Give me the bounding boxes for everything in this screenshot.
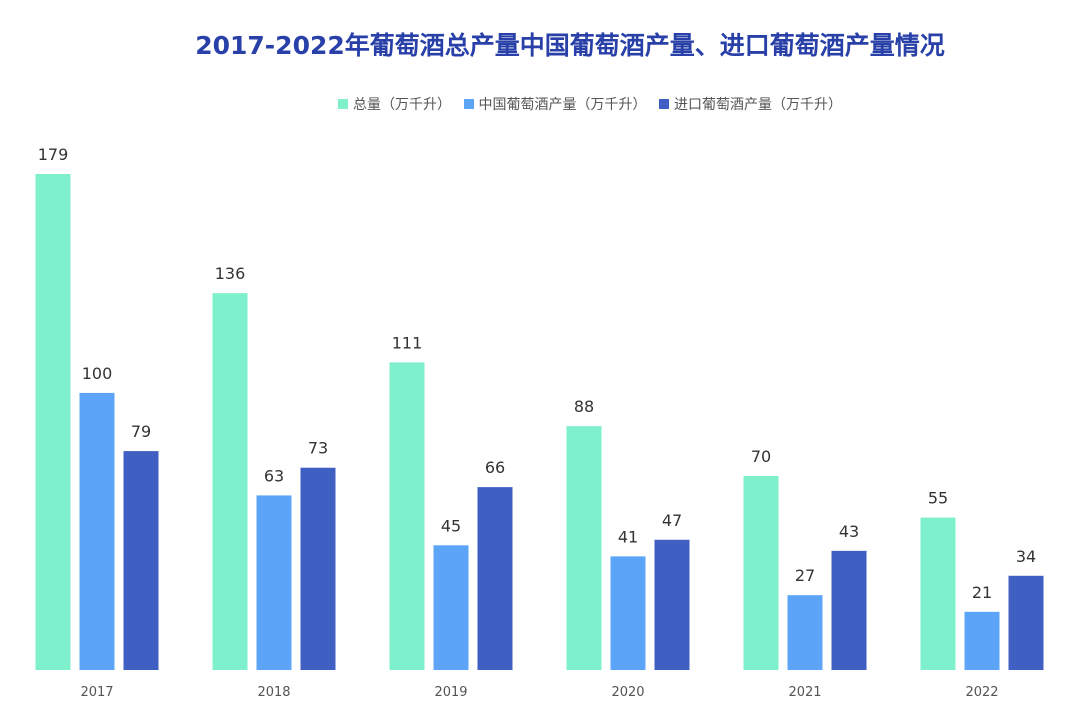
bar: [477, 487, 513, 670]
legend-label: 进口葡萄酒产量（万千升）: [673, 97, 842, 113]
data-label: 111: [392, 333, 423, 352]
bar: [654, 539, 690, 670]
data-label: 73: [308, 439, 328, 458]
x-tick-label: 2021: [788, 685, 821, 700]
data-label: 21: [972, 583, 992, 602]
bar: [831, 550, 867, 670]
bar: [212, 293, 248, 670]
bar: [787, 595, 823, 670]
legend-item-total: 总量（万千升）: [338, 94, 451, 114]
data-label: 79: [131, 422, 151, 441]
legend-label: 总量（万千升）: [353, 97, 452, 113]
data-label: 63: [264, 466, 284, 485]
data-label: 88: [574, 397, 594, 416]
legend: 总量（万千升） 中国葡萄酒产量（万千升） 进口葡萄酒产量（万千升）: [0, 94, 1080, 114]
x-tick-label: 2019: [434, 685, 467, 700]
bar: [610, 556, 646, 670]
bar: [389, 362, 425, 670]
data-label: 179: [38, 145, 69, 164]
data-label: 45: [441, 516, 461, 535]
legend-swatch: [658, 99, 669, 109]
x-tick-label: 2018: [257, 685, 290, 700]
data-label: 27: [795, 566, 815, 585]
bar: [566, 426, 602, 670]
bar: [743, 476, 779, 670]
legend-swatch: [338, 99, 349, 109]
bar: [1008, 575, 1044, 670]
x-tick-label: 2020: [611, 685, 644, 700]
data-label: 66: [485, 458, 505, 477]
bar: [433, 545, 469, 670]
legend-swatch: [463, 99, 474, 109]
legend-item-china: 中国葡萄酒产量（万千升）: [463, 94, 647, 114]
bar: [964, 611, 1000, 670]
bar: [79, 392, 115, 670]
legend-label: 中国葡萄酒产量（万千升）: [478, 97, 647, 113]
bar: [920, 517, 956, 670]
bar: [35, 174, 71, 670]
data-label: 47: [662, 511, 682, 530]
x-tick-label: 2022: [965, 685, 998, 700]
chart-title: 2017-2022年葡萄酒总产量中国葡萄酒产量、进口葡萄酒产量情况: [195, 31, 945, 60]
data-label: 136: [215, 264, 246, 283]
legend-item-import: 进口葡萄酒产量（万千升）: [658, 94, 842, 114]
data-label: 41: [618, 527, 638, 546]
data-label: 55: [928, 489, 948, 508]
data-label: 100: [82, 364, 113, 383]
data-label: 70: [751, 447, 771, 466]
x-tick-label: 2017: [80, 685, 113, 700]
data-label: 34: [1016, 547, 1036, 566]
data-label: 43: [839, 522, 859, 541]
bar: [256, 495, 292, 670]
bar: [123, 451, 159, 670]
bar: [300, 467, 336, 670]
